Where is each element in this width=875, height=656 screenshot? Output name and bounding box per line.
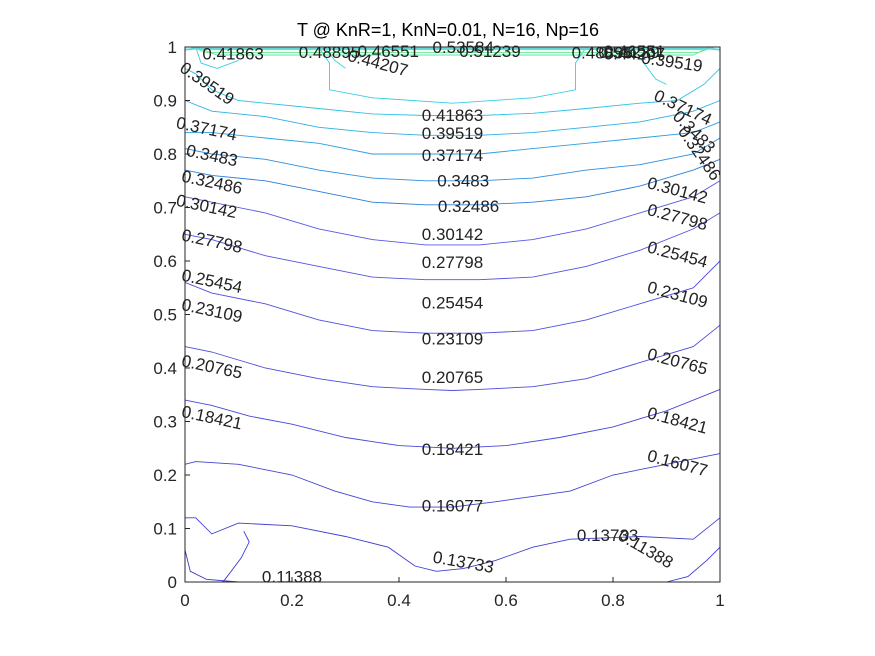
contour-line-0_44207 xyxy=(323,46,346,69)
contour-label: 0.20765 xyxy=(645,345,709,379)
contour-label: 0.18421 xyxy=(645,403,709,437)
y-axis: 0 0.1 0.2 0.3 0.4 0.5 0.6 0.7 0.8 0.9 1 xyxy=(153,38,190,592)
contour-line-boundary xyxy=(184,47,721,50)
contour-line-0_11388 xyxy=(222,530,250,583)
contour-label: 0.25454 xyxy=(645,238,709,272)
x-tick-label: 0 xyxy=(180,591,189,610)
contour-label: 0.25454 xyxy=(180,266,244,297)
contour-label: 0.25454 xyxy=(422,293,483,312)
y-tick-label: 0.5 xyxy=(153,306,177,325)
contour-label: 0.23109 xyxy=(180,295,244,326)
y-tick-label: 0.6 xyxy=(153,252,177,271)
y-tick-label: 0.7 xyxy=(153,199,177,218)
y-tick-label: 0.2 xyxy=(153,466,177,485)
x-tick-label: 0.4 xyxy=(387,591,411,610)
contour-label: 0.37174 xyxy=(175,113,239,144)
contour-label: 0.3483 xyxy=(185,141,240,170)
contour-labels: 0.113880.113880.137330.137330.160770.160… xyxy=(175,38,725,587)
contour-label: 0.41863 xyxy=(202,45,263,64)
y-tick-label: 0.1 xyxy=(153,520,177,539)
contour-label: 0.39519 xyxy=(176,58,237,109)
contour-label: 0.16077 xyxy=(645,446,709,480)
chart-title: T @ KnR=1, KnN=0.01, N=16, Np=16 xyxy=(297,20,599,40)
contour-line-0_11388 xyxy=(666,546,721,583)
contour-line-0_51239 xyxy=(190,46,715,53)
contour-line-0_37174 xyxy=(184,100,721,136)
x-tick-label: 0.8 xyxy=(601,591,625,610)
contour-label: 0.48895 xyxy=(572,43,633,62)
contour-label: 0.18421 xyxy=(180,402,244,433)
contour-label: 0.46551 xyxy=(358,42,419,61)
contour-line-0_23109 xyxy=(184,260,721,334)
contour-line-0_41863 xyxy=(318,46,587,104)
contour-label: 0.3483 xyxy=(437,171,489,190)
x-tick-label: 0.2 xyxy=(280,591,304,610)
contour-label: 0.20765 xyxy=(180,351,244,382)
x-tick-label: 1 xyxy=(715,591,724,610)
contour-line-0_32486 xyxy=(184,137,721,182)
y-tick-label: 0.3 xyxy=(153,413,177,432)
y-tick-label: 0.9 xyxy=(153,92,177,111)
contour-line-0_25454 xyxy=(184,212,721,281)
contour-label: 0.23109 xyxy=(422,330,483,349)
contour-line-0_18421 xyxy=(184,388,721,449)
x-axis: 0 0.2 0.4 0.6 0.8 1 xyxy=(180,577,725,610)
contour-line-0_39519 xyxy=(184,67,721,116)
contour-label: 0.48895 xyxy=(299,43,360,62)
contour-line-0_48895 xyxy=(195,46,710,56)
x-tick-label: 0.6 xyxy=(494,591,518,610)
y-tick-label: 0.4 xyxy=(153,359,177,378)
contour-label: 0.18421 xyxy=(422,440,483,459)
contour-lines xyxy=(184,46,721,583)
contour-label: 0.13733 xyxy=(577,526,638,545)
contour-label: 0.23109 xyxy=(645,278,709,312)
contour-label: 0.13733 xyxy=(431,548,495,577)
y-tick-label: 0 xyxy=(168,573,177,592)
contour-label: 0.27798 xyxy=(180,226,244,257)
contour-label: 0.39519 xyxy=(422,124,483,143)
y-tick-label: 0.8 xyxy=(153,145,177,164)
contour-label: 0.51239 xyxy=(598,43,659,62)
contour-label: 0.30142 xyxy=(422,225,483,244)
contour-label: 0.53584 xyxy=(432,38,493,57)
contour-line-0_20765 xyxy=(184,324,721,391)
contour-label: 0.37174 xyxy=(422,146,483,165)
contour-label: 0.44207 xyxy=(604,45,665,64)
contour-line-0_3483 xyxy=(185,121,721,155)
contour-line-0_41863 xyxy=(195,46,239,69)
y-tick-label: 1 xyxy=(168,38,177,57)
contour-line-0_27798 xyxy=(184,180,721,246)
contour-label: 0.41863 xyxy=(422,106,483,125)
contour-label: 0.16077 xyxy=(422,497,483,516)
contour-line-0_16077 xyxy=(184,453,721,508)
contour-label: 0.32486 xyxy=(438,197,499,216)
contour-line-0_13733 xyxy=(185,517,721,572)
contour-label: 0.27798 xyxy=(422,253,483,272)
contour-line-0_30142 xyxy=(184,158,721,206)
contour-line-0_41863 xyxy=(639,57,667,85)
contour-label: 0.20765 xyxy=(422,368,483,387)
